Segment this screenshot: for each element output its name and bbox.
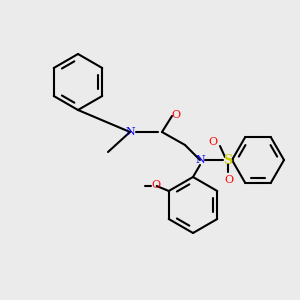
Text: O: O (151, 180, 160, 190)
Text: S: S (224, 154, 232, 166)
Text: N: N (125, 127, 135, 137)
Text: O: O (208, 137, 217, 147)
Text: O: O (224, 175, 234, 185)
Text: N: N (195, 155, 205, 165)
Text: O: O (171, 110, 181, 120)
